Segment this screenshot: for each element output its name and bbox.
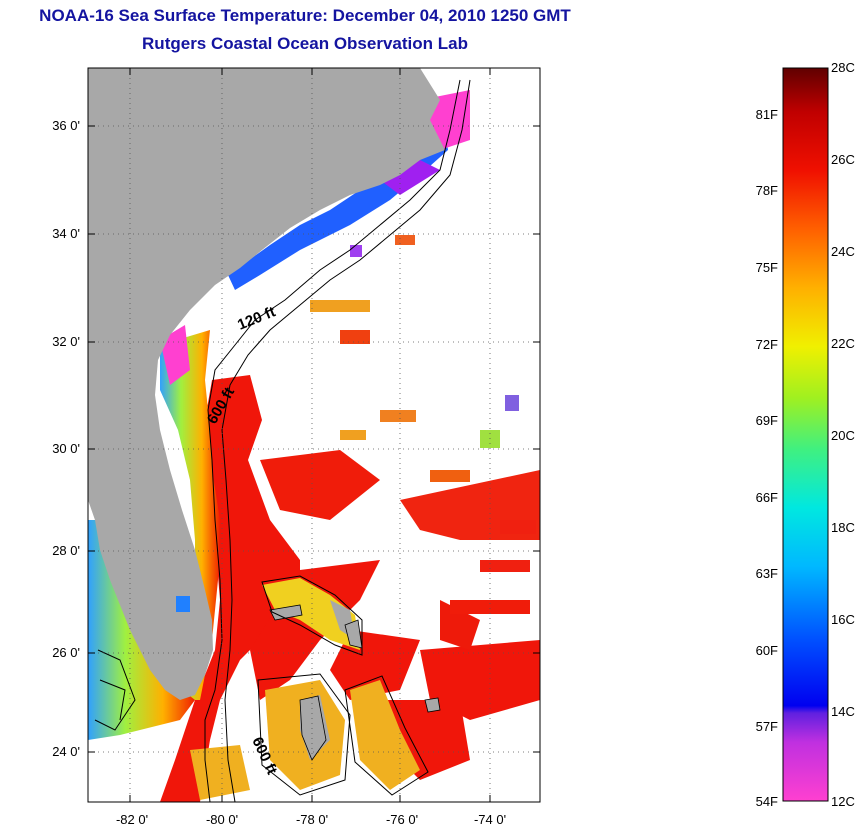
axis-ticks xyxy=(88,68,540,802)
fahrenheit-label: 69F xyxy=(756,413,778,428)
scattered-sst-patches xyxy=(310,235,536,614)
graticule xyxy=(88,68,540,802)
celsius-label: 14C xyxy=(831,704,855,719)
colorbar-celsius-labels: 28C 26C 24C 22C 20C 18C 16C 14C 12C xyxy=(831,60,855,809)
celsius-label: 20C xyxy=(831,428,855,443)
latitude-labels: 36 0' 34 0' 32 0' 30 0' 28 0' 26 0' 24 0… xyxy=(52,118,80,759)
fahrenheit-label: 57F xyxy=(756,719,778,734)
lat-label: 24 0' xyxy=(52,744,80,759)
fahrenheit-label: 75F xyxy=(756,260,778,275)
colorbar-fahrenheit-labels: 81F 78F 75F 72F 69F 66F 63F 60F 57F 54F xyxy=(756,107,778,809)
fahrenheit-label: 60F xyxy=(756,643,778,658)
fahrenheit-label: 72F xyxy=(756,337,778,352)
lat-label: 30 0' xyxy=(52,441,80,456)
fahrenheit-label: 54F xyxy=(756,794,778,809)
celsius-label: 16C xyxy=(831,612,855,627)
fahrenheit-label: 66F xyxy=(756,490,778,505)
celsius-label: 18C xyxy=(831,520,855,535)
lat-label: 34 0' xyxy=(52,226,80,241)
lon-label: -82 0' xyxy=(116,812,148,827)
lon-label: -78 0' xyxy=(296,812,328,827)
celsius-label: 22C xyxy=(831,336,855,351)
fahrenheit-label: 63F xyxy=(756,566,778,581)
temperature-colorbar: 28C 26C 24C 22C 20C 18C 16C 14C 12C 81F … xyxy=(756,60,855,809)
map-frame xyxy=(87,67,541,803)
gulf-stream-warm-water xyxy=(160,375,540,802)
celsius-label: 28C xyxy=(831,60,855,75)
celsius-label: 12C xyxy=(831,794,855,809)
fahrenheit-label: 78F xyxy=(756,183,778,198)
fahrenheit-label: 81F xyxy=(756,107,778,122)
bathymetry-contours xyxy=(94,79,471,802)
lon-label: -74 0' xyxy=(474,812,506,827)
lon-label: -80 0' xyxy=(206,812,238,827)
bahamas-islands xyxy=(269,604,441,761)
lat-label: 36 0' xyxy=(52,118,80,133)
colorbar-gradient xyxy=(782,67,829,802)
lat-label: 32 0' xyxy=(52,334,80,349)
map-title: NOAA-16 Sea Surface Temperature: Decembe… xyxy=(39,6,571,25)
lon-label: -76 0' xyxy=(386,812,418,827)
celsius-label: 26C xyxy=(831,152,855,167)
celsius-label: 24C xyxy=(831,244,855,259)
lat-label: 26 0' xyxy=(52,645,80,660)
longitude-labels: -82 0' -80 0' -78 0' -76 0' -74 0' xyxy=(116,812,506,827)
map-area: 120 ft 600 ft 600 ft xyxy=(88,68,540,802)
lake-okeechobee xyxy=(176,596,190,612)
lat-label: 28 0' xyxy=(52,543,80,558)
us-land-mass xyxy=(88,68,445,700)
map-subtitle: Rutgers Coastal Ocean Observation Lab xyxy=(142,34,468,53)
